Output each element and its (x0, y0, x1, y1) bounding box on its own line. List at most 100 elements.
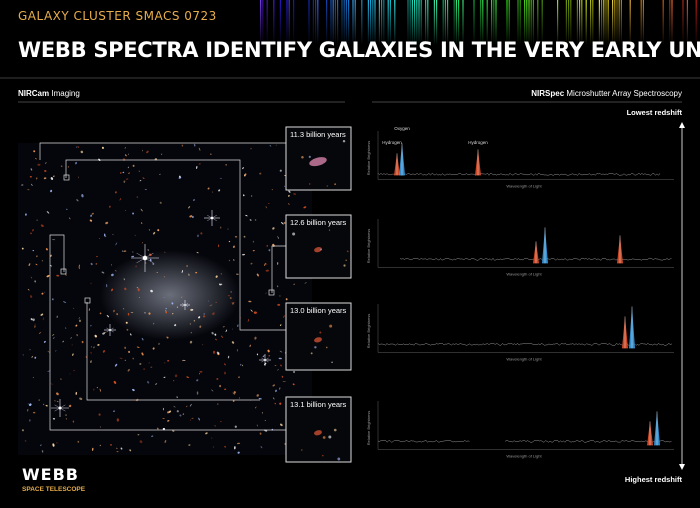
galaxy (178, 177, 182, 179)
galaxy (232, 392, 236, 395)
stripe (361, 0, 363, 45)
galaxy (182, 413, 185, 415)
galaxy (192, 199, 196, 201)
galaxy (134, 234, 136, 236)
galaxy (229, 297, 232, 300)
galaxy (125, 178, 129, 181)
galaxy (115, 242, 118, 246)
stripe (418, 0, 420, 45)
galaxy (55, 350, 57, 352)
stripe (381, 0, 383, 45)
galaxy (275, 144, 277, 146)
galaxy (196, 391, 199, 395)
galaxy (215, 338, 217, 341)
galaxy (241, 253, 246, 256)
galaxy (93, 388, 95, 391)
galaxy (239, 363, 242, 366)
y-axis-label: Relative Brightness (366, 141, 371, 175)
galaxy (265, 206, 268, 209)
galaxy (113, 380, 117, 384)
galaxy (279, 387, 281, 390)
galaxy (90, 360, 92, 363)
galaxy (220, 335, 224, 338)
galaxy (50, 177, 54, 180)
galaxy (236, 442, 241, 445)
galaxy (176, 306, 179, 308)
galaxy (52, 418, 56, 420)
galaxy (99, 388, 101, 392)
cutout-age: 13.1 billion years (290, 400, 347, 409)
stripe (537, 0, 539, 45)
galaxy (208, 300, 209, 302)
galaxy (75, 324, 78, 327)
galaxy (56, 400, 59, 403)
galaxy (277, 369, 279, 371)
stripe (348, 0, 350, 45)
galaxy (70, 337, 72, 339)
galaxy (90, 351, 92, 354)
star (264, 359, 266, 361)
galaxy (224, 363, 226, 366)
galaxy (27, 408, 29, 412)
galaxy (214, 333, 217, 336)
galaxy (217, 403, 219, 405)
galaxy (21, 429, 24, 432)
galaxy (256, 353, 259, 356)
galaxy (128, 350, 131, 353)
galaxy (34, 280, 37, 283)
galaxy (200, 232, 203, 235)
stripe (528, 0, 530, 45)
galaxy (80, 150, 84, 154)
galaxy (261, 411, 263, 414)
stripe (334, 0, 336, 45)
galaxy (28, 263, 31, 267)
galaxy (220, 226, 222, 229)
stripe (482, 0, 484, 45)
galaxy (181, 144, 184, 147)
star (109, 329, 111, 331)
galaxy (146, 150, 149, 154)
cutout-dot (328, 229, 331, 231)
star (58, 406, 62, 410)
stripe (671, 0, 673, 45)
galaxy (262, 355, 265, 358)
stripe (378, 0, 380, 45)
galaxy (71, 344, 73, 346)
galaxy (77, 146, 79, 148)
galaxy (234, 446, 236, 450)
galaxy (29, 176, 32, 178)
galaxy (220, 421, 222, 423)
galaxy (125, 321, 128, 324)
galaxy (181, 296, 183, 299)
galaxy (32, 250, 35, 252)
galaxy (243, 194, 245, 197)
galaxy (47, 350, 50, 353)
galaxy (282, 381, 286, 383)
nircam-label: NIRCam Imaging (18, 89, 80, 98)
galaxy (252, 240, 255, 243)
galaxy (149, 258, 152, 262)
stripe (579, 0, 581, 45)
galaxy (202, 344, 204, 346)
galaxy (285, 298, 288, 301)
stripe (273, 0, 275, 45)
galaxy (249, 344, 251, 347)
galaxy (288, 194, 290, 197)
stripe (374, 0, 376, 45)
stripe (315, 0, 317, 45)
galaxy (181, 270, 184, 274)
galaxy (45, 248, 48, 251)
stripe (317, 0, 319, 45)
stripe (286, 0, 288, 45)
deep-field-image (18, 143, 312, 455)
galaxy (40, 313, 44, 316)
stripe (260, 0, 262, 45)
galaxy (293, 283, 295, 285)
stripe (565, 0, 567, 45)
galaxy (88, 308, 90, 311)
galaxy (196, 379, 199, 382)
stripe (524, 0, 526, 45)
galaxy (254, 336, 257, 340)
connector (39, 142, 286, 160)
galaxy (264, 420, 266, 421)
